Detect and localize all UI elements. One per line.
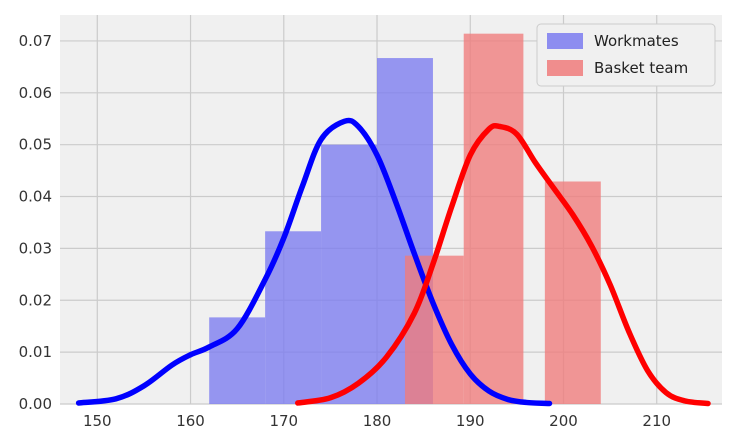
histogram-bars <box>209 33 601 405</box>
histogram-bar-basket-team <box>463 33 524 405</box>
legend: Workmates Basket team <box>536 23 716 87</box>
x-tick-label: 150 <box>83 412 112 430</box>
x-axis-tick-labels: 150 160 170 180 190 200 210 <box>83 412 671 430</box>
legend-swatch-basket-team <box>547 60 583 76</box>
y-tick-label: 0.07 <box>19 32 52 50</box>
x-tick-label: 200 <box>549 412 578 430</box>
x-tick-label: 160 <box>176 412 205 430</box>
histogram-bar-workmates <box>321 144 378 404</box>
kde-lines <box>75 117 711 407</box>
y-tick-label: 0.04 <box>19 188 52 206</box>
x-tick-label: 170 <box>269 412 298 430</box>
y-tick-label: 0.06 <box>19 84 52 102</box>
y-tick-label: 0.00 <box>19 395 52 413</box>
y-axis-tick-labels: 0.00 0.01 0.02 0.03 0.04 0.05 0.06 0.07 <box>19 32 52 413</box>
legend-label-workmates: Workmates <box>594 32 679 50</box>
y-tick-label: 0.02 <box>19 291 52 309</box>
kde-line-workmates <box>75 117 553 407</box>
histogram-bar-basket-team <box>404 255 464 404</box>
legend-swatch-workmates <box>547 33 583 49</box>
legend-label-basket-team: Basket team <box>594 59 688 77</box>
y-tick-label: 0.05 <box>19 136 52 154</box>
y-tick-label: 0.03 <box>19 239 52 257</box>
x-tick-label: 190 <box>456 412 485 430</box>
x-tick-label: 180 <box>363 412 392 430</box>
y-tick-label: 0.01 <box>19 343 52 361</box>
kde-line-basket-team <box>295 122 711 407</box>
x-tick-label: 210 <box>642 412 671 430</box>
